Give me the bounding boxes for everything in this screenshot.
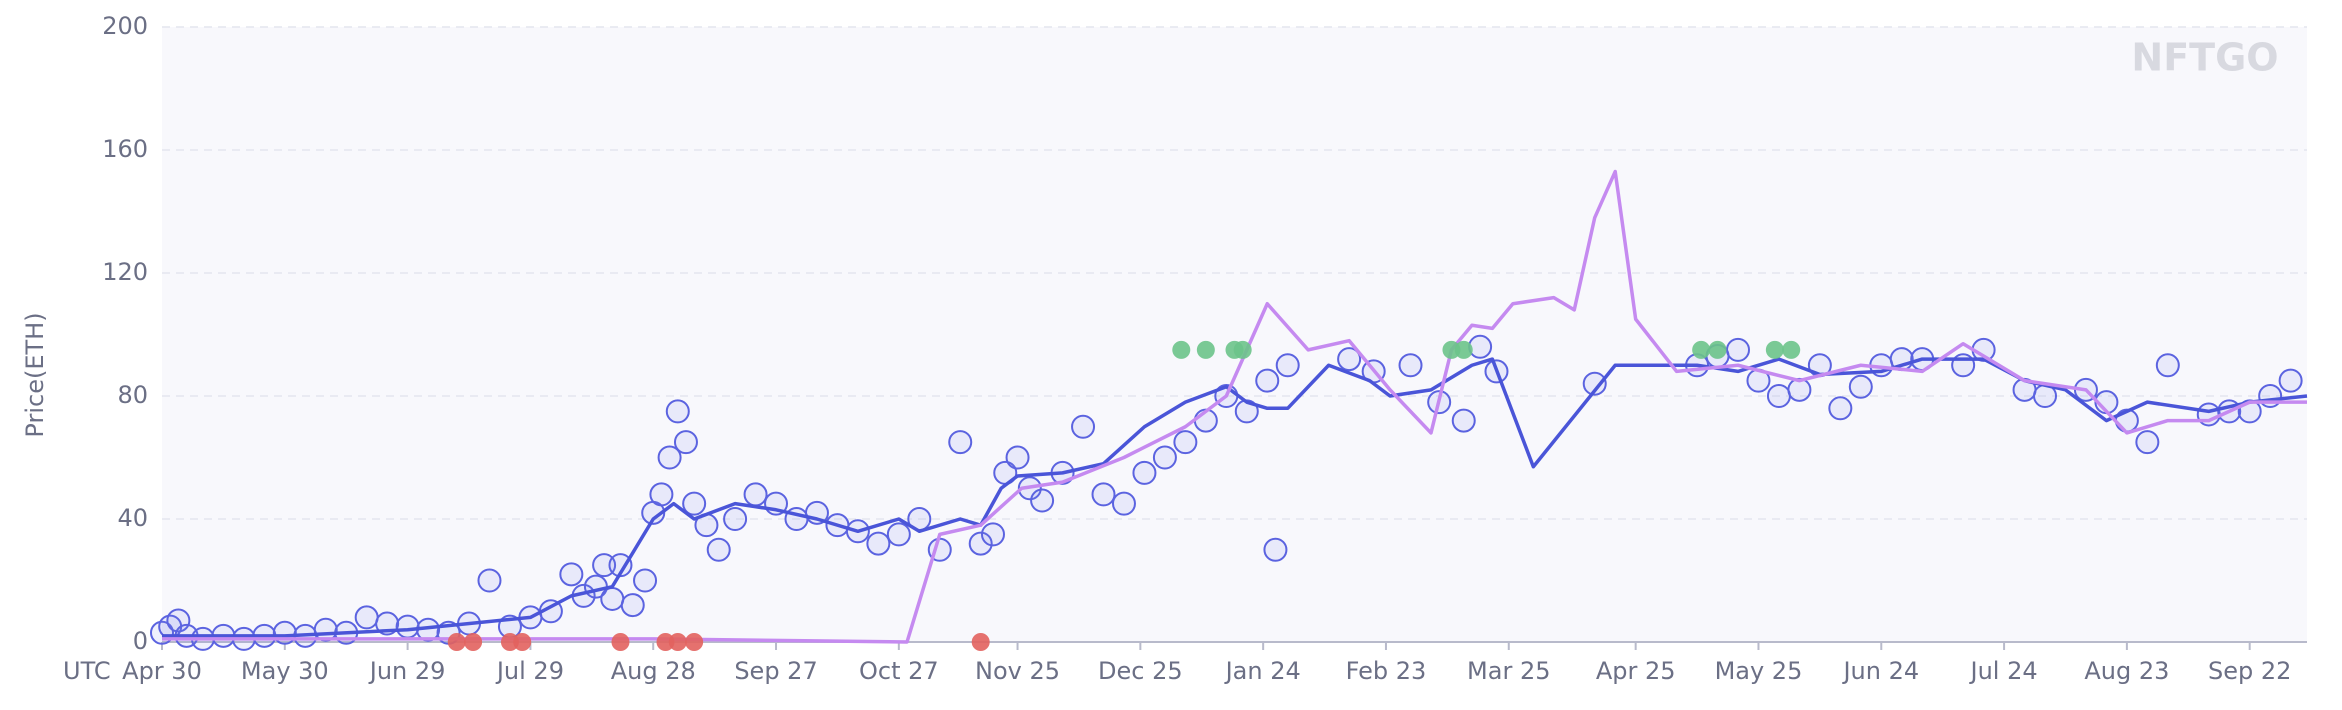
x-tick-label: May 30 <box>241 657 329 685</box>
point <box>1454 340 1473 359</box>
point <box>633 568 658 593</box>
point <box>1828 396 1853 421</box>
point <box>1582 371 1607 396</box>
point <box>1263 537 1288 562</box>
y-tick-label: 0 <box>133 627 148 655</box>
point <box>1782 340 1801 359</box>
x-tick-label: Jan 24 <box>1224 657 1301 685</box>
point <box>1468 334 1493 359</box>
point <box>649 482 674 507</box>
point <box>1766 384 1791 408</box>
point <box>464 633 483 651</box>
point <box>1708 340 1727 359</box>
point <box>1451 408 1476 433</box>
point <box>1848 374 1873 399</box>
point <box>1071 414 1096 439</box>
point <box>665 399 690 424</box>
point <box>743 482 768 507</box>
point <box>611 633 630 651</box>
y-tick-label: 40 <box>117 504 148 532</box>
x-tick-label: Oct 27 <box>859 657 939 685</box>
y-tick-label: 80 <box>117 381 148 409</box>
point <box>1030 488 1055 513</box>
point <box>1152 445 1177 470</box>
point <box>1091 482 1116 507</box>
y-tick-label: 120 <box>102 258 148 286</box>
x-tick-label: Jun 24 <box>1841 657 1919 685</box>
x-tick-label: Apr 30 <box>122 657 202 685</box>
point <box>723 507 748 531</box>
point <box>1275 353 1300 378</box>
point <box>1398 353 1423 378</box>
x-tick-label: Aug 28 <box>611 657 696 685</box>
point <box>477 568 502 593</box>
point <box>866 531 891 556</box>
point <box>980 522 1005 547</box>
x-tick-label: Sep 27 <box>734 657 817 685</box>
point <box>559 562 584 587</box>
point <box>682 491 707 516</box>
point <box>1692 340 1711 359</box>
point <box>1111 491 1136 516</box>
point <box>2135 430 2160 455</box>
point <box>1255 368 1280 393</box>
point <box>971 633 990 651</box>
x-tick-label: May 25 <box>1715 657 1803 685</box>
point <box>948 430 973 455</box>
point <box>1337 347 1362 372</box>
x-tick-label: Jul 29 <box>495 657 564 685</box>
point <box>592 553 617 578</box>
point <box>1233 340 1252 359</box>
plot-area <box>162 27 2307 642</box>
watermark: NFTGO <box>2131 36 2278 80</box>
point <box>600 586 625 611</box>
point <box>1173 430 1198 455</box>
line <box>162 357 2308 638</box>
point <box>657 445 682 470</box>
x-tick-label: Jul 24 <box>1969 657 2038 685</box>
x-annotation: UTC <box>63 657 111 685</box>
point <box>2278 368 2303 393</box>
point <box>886 522 911 547</box>
y-tick-label: 200 <box>102 12 148 40</box>
point <box>1726 337 1751 362</box>
x-tick-label: Dec 25 <box>1098 657 1183 685</box>
point <box>1172 340 1191 359</box>
point <box>706 537 731 562</box>
point <box>2155 353 2180 378</box>
x-tick-label: Mar 25 <box>1467 657 1550 685</box>
y-tick-label: 160 <box>102 135 148 163</box>
point <box>513 633 532 651</box>
point <box>395 614 420 639</box>
point <box>354 605 379 630</box>
point <box>1132 460 1157 485</box>
x-tick-label: Sep 22 <box>2208 657 2291 685</box>
line <box>162 169 2307 644</box>
point <box>447 633 466 651</box>
point <box>1005 445 1030 470</box>
y-axis-label: Price(ETH) <box>21 312 49 437</box>
point <box>1765 340 1784 359</box>
x-tick-label: Aug 23 <box>2084 657 2169 685</box>
point <box>968 531 993 556</box>
point <box>685 633 704 651</box>
x-tick-label: Jun 29 <box>368 657 446 685</box>
point <box>668 633 687 651</box>
x-tick-label: Feb 23 <box>1346 657 1427 685</box>
point <box>673 430 698 455</box>
x-tick-label: Nov 25 <box>975 657 1060 685</box>
point <box>1196 340 1215 359</box>
x-tick-label: Apr 25 <box>1596 657 1676 685</box>
point <box>620 593 645 618</box>
